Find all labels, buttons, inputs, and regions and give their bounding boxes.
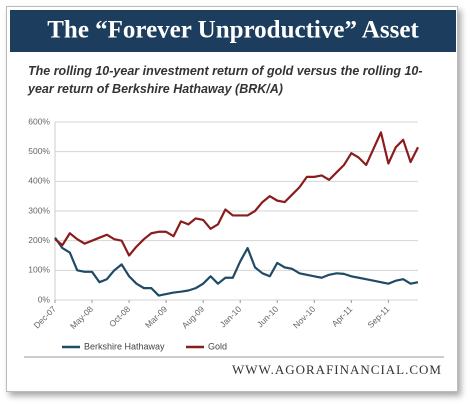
- x-tick-label: Nov-10: [291, 304, 318, 331]
- legend-label: Gold: [208, 341, 227, 351]
- card: [6, 6, 458, 392]
- legend-label: Berkshire Hathaway: [84, 341, 165, 351]
- x-tick-label: Mar-09: [143, 304, 169, 330]
- series-line: [54, 131, 419, 257]
- subtitle: The rolling 10-year investment return of…: [28, 64, 423, 96]
- x-tick-label: Oct-08: [107, 304, 132, 329]
- y-tick-label: 600%: [28, 116, 50, 126]
- y-tick-label: 400%: [28, 176, 50, 186]
- chart-title: The “Forever Unproductive” Asset: [47, 17, 419, 44]
- x-tick-label: May-08: [68, 304, 95, 331]
- series-line: [54, 237, 419, 297]
- y-tick-label: 200%: [28, 235, 50, 245]
- x-tick-label: Aug-09: [180, 304, 207, 331]
- title-bar: [10, 10, 456, 52]
- y-tick-label: 300%: [28, 205, 50, 215]
- x-tick-label: Apr-11: [330, 304, 355, 329]
- y-tick-label: 0%: [38, 294, 51, 304]
- y-tick-label: 100%: [28, 265, 50, 275]
- x-tick-label: Sep-11: [365, 304, 391, 330]
- source: WWW.AGORAFINANCIAL.COM: [232, 362, 442, 377]
- x-tick-label: Jan-10: [218, 304, 244, 330]
- x-tick-label: Dec-07: [32, 304, 59, 331]
- x-tick-label: Jun-10: [255, 304, 281, 330]
- y-tick-label: 500%: [28, 146, 50, 156]
